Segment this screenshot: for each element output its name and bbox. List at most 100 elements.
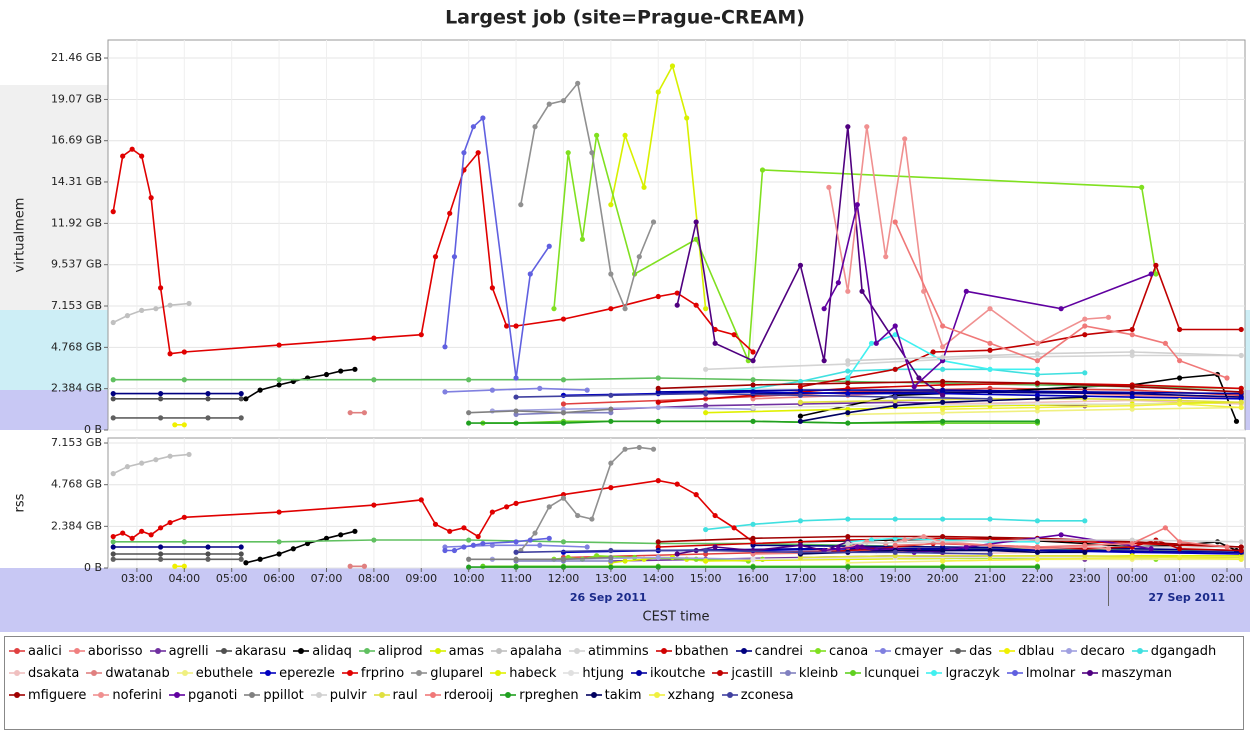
data-point [703, 558, 709, 564]
legend-label: apalaha [510, 643, 562, 659]
legend-label: dgangadh [1150, 643, 1217, 659]
data-point [750, 377, 756, 383]
data-point [110, 544, 116, 550]
x-tick-label: 05:00 [216, 572, 248, 585]
data-point [560, 316, 567, 322]
x-tick-label: 14:00 [642, 572, 674, 585]
data-point [650, 219, 657, 225]
data-point [1139, 184, 1145, 190]
x-tick-label: 02:00 [1211, 572, 1243, 585]
legend-swatch [310, 692, 327, 698]
data-point [158, 556, 164, 562]
data-point [110, 415, 116, 421]
data-point [608, 564, 614, 570]
data-point [1082, 549, 1088, 555]
legend-dot [740, 648, 747, 654]
data-point [276, 551, 282, 557]
y-tick-label: 0 B [84, 423, 102, 436]
data-point [361, 563, 368, 569]
data-point [1034, 544, 1041, 550]
data-point [489, 285, 495, 291]
y-tick-label: 4.768 GB [51, 340, 102, 353]
legend-dot [181, 670, 188, 676]
data-point [845, 358, 851, 364]
y-tick-label: 14.31 GB [51, 175, 102, 188]
data-point [347, 563, 353, 569]
data-point [532, 530, 538, 536]
data-point [845, 391, 851, 397]
data-point [703, 403, 709, 409]
data-point [1034, 351, 1041, 357]
series-line [444, 387, 588, 393]
legend-label: cmayer [894, 643, 944, 659]
data-point [546, 101, 552, 107]
data-point [1129, 394, 1135, 400]
legend-dot [346, 670, 353, 676]
legend-label: gluparel [430, 665, 484, 681]
data-point [750, 535, 756, 541]
legend-dot [726, 692, 733, 698]
data-point [845, 288, 851, 294]
legend-swatch [648, 692, 665, 698]
legend-label: ppillot [263, 687, 304, 703]
data-point [854, 202, 860, 208]
x-tick-label: 04:00 [168, 572, 200, 585]
legend-swatch [215, 648, 232, 654]
legend-item: gluparel [411, 662, 483, 684]
legend-label: alidaq [312, 643, 352, 659]
x-tick-label: 22:00 [1022, 572, 1054, 585]
data-point [655, 539, 661, 545]
data-point [655, 564, 661, 570]
data-point [797, 542, 804, 548]
data-point [655, 554, 661, 561]
legend-swatch [341, 670, 358, 676]
data-point [868, 340, 875, 346]
x-tick-label: 21:00 [974, 572, 1006, 585]
data-point [1129, 349, 1135, 355]
date-label: 26 Sep 2011 [570, 591, 647, 604]
x-tick-label: 10:00 [453, 572, 485, 585]
data-point [560, 539, 567, 545]
data-point [238, 396, 244, 402]
data-point [892, 332, 898, 338]
data-point [693, 492, 699, 498]
legend-item: ebuthele [176, 662, 253, 684]
legend-label: maszyman [1101, 665, 1173, 681]
data-point [480, 115, 486, 121]
data-point [579, 236, 586, 242]
data-point [148, 532, 154, 538]
data-point [1129, 403, 1135, 409]
data-point [489, 542, 495, 548]
x-tick-label: 00:00 [1116, 572, 1148, 585]
data-point [513, 408, 519, 414]
data-point [513, 539, 519, 545]
legend-label: ikoutche [650, 665, 706, 681]
data-point [1153, 262, 1159, 268]
data-point [594, 553, 600, 559]
data-point [110, 391, 116, 397]
series-line [516, 549, 991, 555]
legend-item: frprino [341, 662, 404, 684]
data-point [432, 521, 439, 527]
band [1245, 390, 1250, 430]
data-point [693, 302, 699, 308]
data-point [205, 551, 211, 557]
legend-dot [1004, 648, 1011, 654]
data-point [712, 544, 718, 550]
legend-item: lgraczyk [926, 662, 1000, 684]
x-axis-label: CEST time [643, 610, 710, 625]
data-point [243, 396, 249, 402]
data-point [466, 377, 472, 383]
data-point [622, 558, 628, 564]
data-point [489, 509, 495, 515]
y-tick-label: 2.384 GB [51, 519, 102, 532]
data-point [110, 556, 116, 562]
data-point [1058, 532, 1064, 538]
data-point [608, 485, 614, 491]
legend-label: aalici [28, 643, 62, 659]
data-point [347, 410, 353, 416]
data-point [987, 306, 993, 312]
data-point [560, 377, 567, 383]
legend-swatch [875, 648, 892, 654]
legend-dot [505, 692, 512, 698]
